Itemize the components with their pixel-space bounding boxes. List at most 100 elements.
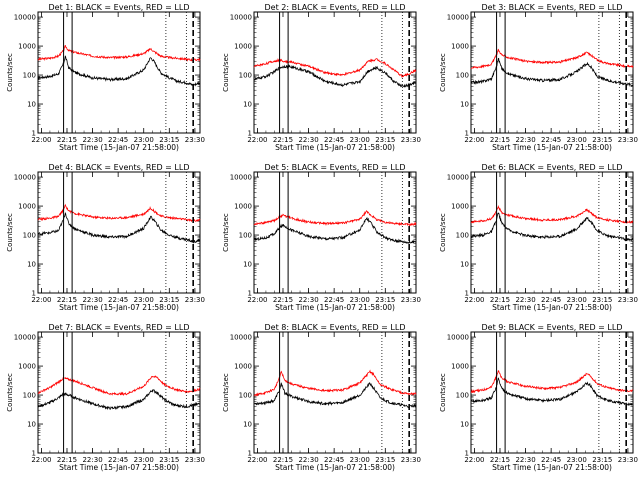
y-tick-label: 10000 xyxy=(230,174,252,182)
series-line-events xyxy=(37,55,201,87)
y-tick-label: 1000 xyxy=(18,203,36,211)
y-tick-label: 100 xyxy=(239,232,252,240)
x-tick-label: 22:00 xyxy=(31,456,51,464)
y-tick-label: 10000 xyxy=(14,174,36,182)
x-tick-label: 23:00 xyxy=(350,136,370,144)
panel-5: Det 5: BLACK = Events, RED = LLD 1 10 100 10… xyxy=(222,163,421,312)
x-tick-label: 22:15 xyxy=(273,136,293,144)
x-tick-label: 23:00 xyxy=(134,296,154,304)
x-tick-label: 22:00 xyxy=(464,296,484,304)
y-tick-label: 10 xyxy=(243,421,252,429)
y-axis-label: Counts/sec xyxy=(6,213,14,252)
x-tick-label: 22:30 xyxy=(82,136,102,144)
x-tick-label: 22:45 xyxy=(324,136,344,144)
x-tick-label: 22:45 xyxy=(324,296,344,304)
y-tick-label: 100 xyxy=(456,392,469,400)
panel-title: Det 8: BLACK = Events, RED = LLD xyxy=(265,323,406,332)
y-tick-label: 1 xyxy=(248,450,252,458)
y-tick-label: 10 xyxy=(243,261,252,269)
x-tick-label: 22:45 xyxy=(108,456,128,464)
y-axis-label: Counts/sec xyxy=(222,213,230,252)
x-tick-label: 23:15 xyxy=(592,456,612,464)
y-tick-label: 1000 xyxy=(234,43,252,51)
series-line-events xyxy=(37,388,201,411)
y-tick-label: 10 xyxy=(27,421,36,429)
x-tick-label: 22:00 xyxy=(31,136,51,144)
panel-7: Det 7: BLACK = Events, RED = LLD 1 10 100 10… xyxy=(6,323,205,472)
x-tick-label: 23:15 xyxy=(375,136,395,144)
panel-8: Det 8: BLACK = Events, RED = LLD 1 10 100 10… xyxy=(222,323,421,472)
x-axis-label: Start Time (15-Jan-07 21:58:00) xyxy=(492,143,612,152)
series-line-events xyxy=(470,377,634,407)
x-tick-label: 23:00 xyxy=(567,136,587,144)
plot-frame xyxy=(253,11,417,134)
y-tick-label: 10000 xyxy=(14,14,36,22)
x-tick-label: 23:30 xyxy=(185,296,205,304)
y-tick-label: 10 xyxy=(27,101,36,109)
x-tick-label: 22:45 xyxy=(541,456,561,464)
y-tick-label: 100 xyxy=(23,72,36,80)
plot-frame xyxy=(470,11,634,134)
series-line-lld xyxy=(253,210,417,227)
y-axis-label: Counts/sec xyxy=(222,53,230,92)
x-axis-label: Start Time (15-Jan-07 21:58:00) xyxy=(59,143,179,152)
x-tick-label: 22:15 xyxy=(490,296,510,304)
x-tick-label: 23:00 xyxy=(567,296,587,304)
x-axis-label: Start Time (15-Jan-07 21:58:00) xyxy=(59,463,179,472)
y-tick-label: 1 xyxy=(248,130,252,138)
x-tick-label: 23:30 xyxy=(618,456,638,464)
x-tick-label: 22:15 xyxy=(57,456,77,464)
x-tick-label: 22:00 xyxy=(247,296,267,304)
x-axis-label: Start Time (15-Jan-07 21:58:00) xyxy=(492,303,612,312)
y-tick-label: 10000 xyxy=(14,334,36,342)
y-axis-label: Counts/sec xyxy=(439,213,447,252)
y-tick-label: 10 xyxy=(460,421,469,429)
series-line-events xyxy=(470,57,634,87)
series-line-events xyxy=(253,64,417,88)
y-axis-label: Counts/sec xyxy=(439,53,447,92)
x-tick-label: 23:30 xyxy=(618,136,638,144)
x-tick-label: 23:30 xyxy=(618,296,638,304)
plot-frame xyxy=(253,331,417,454)
x-axis-label: Start Time (15-Jan-07 21:58:00) xyxy=(275,303,395,312)
panel-title: Det 1: BLACK = Events, RED = LLD xyxy=(49,3,190,12)
x-tick-label: 22:30 xyxy=(298,136,318,144)
x-tick-label: 23:30 xyxy=(401,296,421,304)
x-tick-label: 22:30 xyxy=(515,296,535,304)
panel-9: Det 9: BLACK = Events, RED = LLD 1 10 100 10… xyxy=(439,323,638,472)
plot-frame xyxy=(470,331,634,454)
y-tick-label: 1 xyxy=(465,130,469,138)
x-tick-label: 22:30 xyxy=(82,456,102,464)
plot-frame xyxy=(470,171,634,294)
x-tick-label: 23:15 xyxy=(159,456,179,464)
x-tick-label: 23:15 xyxy=(592,136,612,144)
panel-title: Det 3: BLACK = Events, RED = LLD xyxy=(482,3,623,12)
y-axis-label: Counts/sec xyxy=(6,53,14,92)
series-line-lld xyxy=(253,58,417,78)
y-tick-label: 1000 xyxy=(451,363,469,371)
x-tick-label: 22:15 xyxy=(57,296,77,304)
x-tick-label: 23:00 xyxy=(567,456,587,464)
x-tick-label: 23:00 xyxy=(350,296,370,304)
series-line-events xyxy=(254,382,417,409)
x-tick-label: 23:30 xyxy=(185,456,205,464)
y-tick-label: 10000 xyxy=(230,334,252,342)
y-tick-label: 10 xyxy=(460,101,469,109)
y-tick-label: 10 xyxy=(460,261,469,269)
series-line-lld xyxy=(470,204,634,225)
x-axis-label: Start Time (15-Jan-07 21:58:00) xyxy=(275,463,395,472)
series-line-lld xyxy=(37,203,201,223)
x-tick-label: 23:00 xyxy=(350,456,370,464)
x-tick-label: 22:45 xyxy=(541,296,561,304)
y-tick-label: 1000 xyxy=(451,203,469,211)
series-line-lld xyxy=(253,369,417,397)
panel-title: Det 7: BLACK = Events, RED = LLD xyxy=(49,323,190,332)
x-tick-label: 22:00 xyxy=(464,136,484,144)
panel-4: Det 4: BLACK = Events, RED = LLD 1 10 100 10… xyxy=(6,163,205,312)
x-tick-label: 23:15 xyxy=(159,136,179,144)
series-line-lld xyxy=(470,48,634,69)
x-tick-label: 22:30 xyxy=(298,456,318,464)
series-line-lld xyxy=(37,44,201,62)
plot-frame xyxy=(253,171,417,294)
